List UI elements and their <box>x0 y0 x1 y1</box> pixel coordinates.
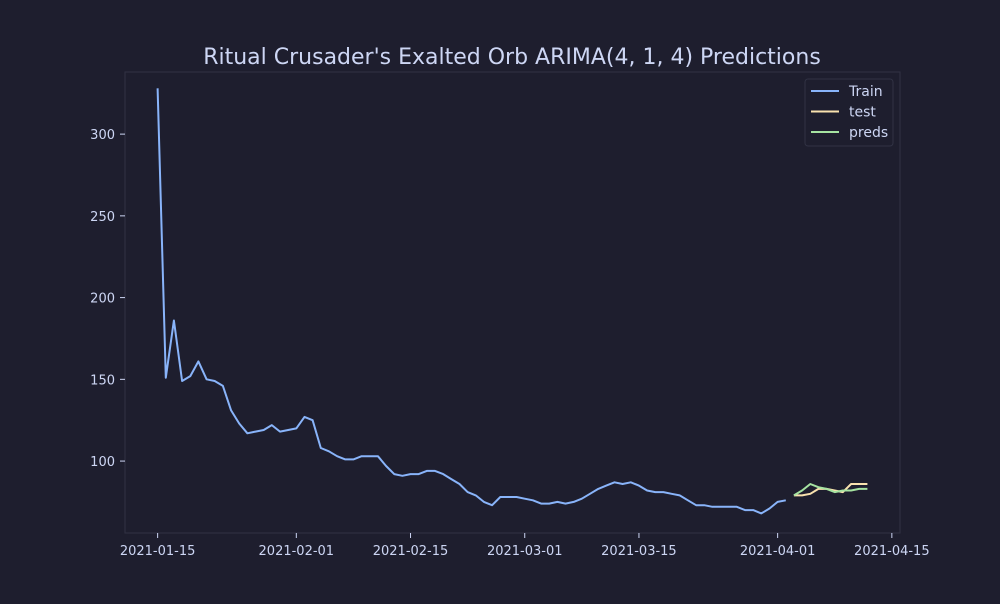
legend-label-preds: preds <box>849 125 888 141</box>
legend: Train test preds <box>804 78 894 147</box>
y-tick-label: 250 <box>90 210 115 225</box>
y-tick-label: 300 <box>90 128 115 143</box>
x-tick-label: 2021-02-01 <box>259 544 335 559</box>
x-tick-label: 2021-03-15 <box>601 544 677 559</box>
x-tick-label: 2021-04-15 <box>854 544 930 559</box>
y-tick-label: 200 <box>90 292 115 307</box>
series-line-preds <box>793 483 868 497</box>
x-tick-label: 2021-02-15 <box>373 544 449 559</box>
legend-label-train: Train <box>848 84 883 100</box>
x-axis: 2021-01-15 2021-02-01 2021-02-15 2021-03-01… <box>120 533 930 559</box>
legend-label-test: test <box>849 105 876 121</box>
x-tick-label: 2021-03-01 <box>487 544 563 559</box>
legend-box <box>804 78 894 147</box>
y-tick-label: 150 <box>90 373 115 388</box>
series-line-train <box>156 88 786 515</box>
plot-area-frame <box>124 71 901 534</box>
x-tick-label: 2021-04-01 <box>740 544 816 559</box>
series-layer <box>156 88 868 515</box>
y-tick-label: 100 <box>90 455 115 470</box>
x-tick-label: 2021-01-15 <box>120 544 196 559</box>
chart-title: Ritual Crusader's Exalted Orb ARIMA(4, 1… <box>203 45 821 70</box>
y-axis: 100 150 200 250 300 <box>90 128 125 470</box>
